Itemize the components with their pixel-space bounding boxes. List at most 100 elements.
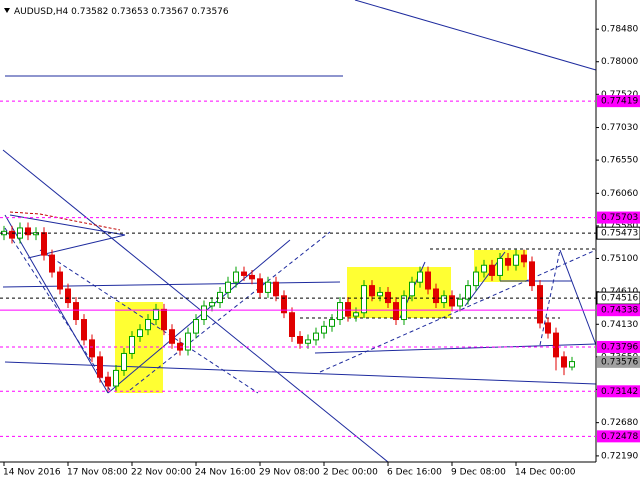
candle-body — [49, 254, 55, 273]
level-label: 0.74516 — [601, 294, 638, 304]
chart-header: AUDUSD,H4 0.73582 0.73653 0.73567 0.7357… — [14, 7, 229, 17]
candle-body — [409, 281, 415, 297]
candle-body — [297, 335, 303, 344]
candle-body — [569, 361, 575, 368]
x-tick-label: 22 Nov 00:00 — [131, 468, 192, 478]
level-label-box — [597, 304, 640, 317]
level-label: 0.72478 — [601, 432, 638, 442]
y-tick-label: 0.78480 — [601, 25, 638, 35]
candle-body — [305, 339, 311, 344]
candle-body — [337, 302, 343, 321]
candle-body — [545, 322, 551, 334]
level-label-box — [596, 291, 640, 305]
candle-body — [89, 339, 95, 358]
y-tick-label: 0.72190 — [601, 451, 638, 461]
y-tick-label: 0.75100 — [601, 254, 638, 264]
x-tick-label: 9 Dec 08:00 — [451, 468, 506, 478]
level-label-box — [597, 385, 640, 398]
dashed-line — [319, 249, 597, 373]
candle-body — [313, 332, 319, 341]
trend-line — [9, 214, 126, 236]
candle-body — [553, 332, 559, 358]
level-label-box — [597, 95, 640, 108]
candle-body — [473, 271, 479, 287]
dashed-line — [129, 231, 331, 391]
candle-body — [193, 319, 199, 334]
candle-body — [41, 232, 47, 256]
level-label: 0.77419 — [601, 97, 638, 107]
candle-body — [385, 291, 391, 304]
trend-line — [4, 214, 109, 394]
candle-body — [97, 356, 103, 378]
candle-body — [145, 319, 151, 331]
candle-body — [257, 278, 263, 293]
candle-body — [433, 288, 439, 304]
x-tick-label: 14 Nov 2016 — [3, 468, 61, 478]
candle-body — [217, 291, 223, 304]
level-label-box — [597, 211, 640, 224]
candle-body — [73, 302, 79, 321]
ohlc-value: 0.73567 — [151, 7, 188, 17]
level-label-box — [597, 355, 640, 368]
candle-body — [121, 352, 127, 371]
level-label-box — [597, 340, 640, 353]
ohlc-value: 0.73582 — [71, 7, 108, 17]
y-tick-label: 0.76550 — [601, 156, 638, 166]
dashed-line — [9, 211, 121, 231]
level-label: 0.75703 — [601, 213, 638, 223]
candle-body — [105, 376, 111, 387]
trend-line — [2, 149, 389, 463]
trend-line — [107, 239, 291, 394]
menu-arrow[interactable] — [4, 8, 10, 13]
candle-body — [369, 285, 375, 297]
trend-line — [559, 249, 597, 346]
candle-body — [505, 257, 511, 266]
candle-body — [201, 305, 207, 321]
x-tick-label: 17 Nov 08:00 — [67, 468, 128, 478]
candle-body — [57, 271, 63, 290]
candle-body — [417, 271, 423, 283]
candle-body — [457, 298, 463, 307]
candle-body — [129, 335, 135, 354]
candle-body — [481, 264, 487, 273]
candle-body — [65, 288, 71, 304]
candle-body — [113, 369, 119, 387]
y-tick-label: 0.74130 — [601, 320, 638, 330]
candle-body — [561, 356, 567, 368]
level-label: 0.73142 — [601, 387, 638, 397]
candle-body — [353, 312, 359, 317]
candle-body — [209, 302, 215, 307]
candle-body — [169, 329, 175, 344]
candle-body — [345, 302, 351, 317]
dashed-line — [39, 249, 259, 394]
candle-body — [401, 295, 407, 321]
x-tick-label: 14 Dec 00:00 — [515, 468, 576, 478]
level-label-box — [597, 430, 640, 443]
candle-body — [393, 302, 399, 321]
candle-body — [425, 271, 431, 290]
candle-body — [321, 325, 327, 334]
candle-body — [465, 285, 471, 300]
trend-line — [4, 361, 597, 385]
candle-body — [489, 264, 495, 276]
candle-body — [265, 281, 271, 293]
candle-body — [9, 230, 15, 239]
candle-body — [329, 319, 335, 327]
candle-body — [161, 308, 167, 331]
chart-title: AUDUSD,H4 — [14, 7, 69, 17]
candle-body — [249, 274, 255, 280]
candle-body — [185, 332, 191, 351]
candle-body — [233, 271, 239, 283]
candle-body — [497, 257, 503, 276]
x-tick-label: 2 Dec 00:00 — [323, 468, 378, 478]
candle-body — [449, 295, 455, 307]
candle-body — [137, 329, 143, 337]
candle-body — [513, 254, 519, 266]
y-tick-label: 0.77030 — [601, 123, 638, 133]
level-label: 0.73576 — [601, 357, 638, 367]
candle-body — [521, 254, 527, 263]
candle-body — [241, 271, 247, 276]
candle-body — [25, 227, 31, 236]
